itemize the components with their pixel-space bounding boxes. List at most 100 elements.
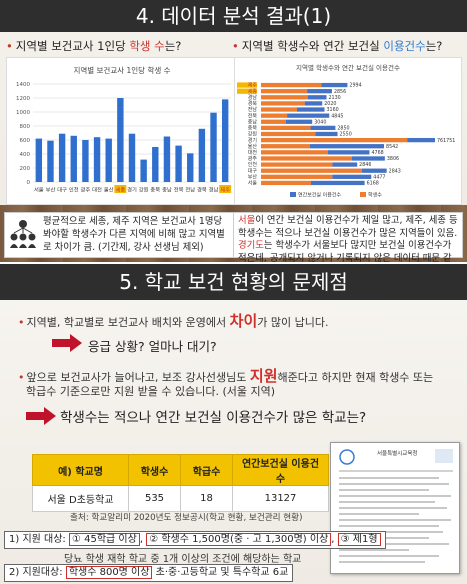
- table-header-row: 예) 학교명 학생수 학급수 연간보건실 이용건수: [32, 454, 329, 486]
- bar-students-울산: [261, 144, 310, 149]
- data-label: 3160: [327, 107, 339, 113]
- bar-visits-강원: [315, 131, 338, 137]
- bar-visits-울산: [309, 144, 385, 149]
- y-tick-highlight: [237, 88, 257, 94]
- bar-광주: [82, 140, 89, 182]
- y-tick-label: 대전: [248, 149, 258, 156]
- bar-students-세종: [261, 89, 308, 94]
- line-difference: • 지역별, 학교별로 보건교사 배치와 운영에서 차이가 많이 납니다.: [18, 312, 329, 330]
- bar-제주: [221, 99, 229, 182]
- y-tick-label: 전북: [248, 112, 258, 119]
- people-network-icon: [10, 220, 36, 248]
- left-heading: • 지역별 보건교사 1인당 학생 수는?: [6, 39, 182, 53]
- table-row: 서울 D초등학교 535 18 13127: [32, 485, 329, 512]
- bar-visits-전남: [297, 107, 325, 112]
- y-tick-highlight: [237, 82, 257, 88]
- line-question: 학생수는 적으나 연간 보건실 이용건수가 많은 학교는?: [60, 410, 367, 426]
- arrow-right-icon: [26, 407, 56, 425]
- table-cell: 13127: [232, 485, 329, 512]
- bar-students-충남: [261, 119, 286, 124]
- bar-students-부산: [261, 174, 333, 179]
- x-tick-label: 울산: [104, 186, 114, 194]
- y-tick-label: 전남: [248, 106, 258, 113]
- y-tick-label: 광주: [248, 155, 258, 162]
- line-support-1: • 앞으로 보건교사가 늘어나고, 보조 강사선생님도 지원해준다고 하지만 현재…: [18, 367, 434, 385]
- x-tick-label: 경남: [209, 186, 219, 194]
- table-cell: 535: [128, 485, 181, 512]
- data-label: 2846: [359, 162, 371, 168]
- emblem-icon: [339, 449, 355, 465]
- y-tick-label: 경남: [248, 94, 258, 101]
- y-tick-label: 1400: [16, 82, 30, 88]
- legend-label: 학생수: [368, 192, 382, 199]
- x-tick-label: 제주: [220, 186, 230, 194]
- bar-대구: [58, 133, 66, 182]
- document-thumbnail: 서울특별시교육청: [339, 449, 453, 563]
- note-right: 서울이 연간 보건실 이용건수가 제일 많고, 제주, 세종 등 학생수는 적으…: [233, 212, 463, 276]
- data-label: 2550: [340, 132, 352, 138]
- bar-visits-경기: [407, 137, 435, 143]
- arrow-right-icon: [52, 334, 82, 352]
- bar-충북: [152, 147, 159, 182]
- bar-visits-제주: [321, 82, 348, 88]
- bar-visits-서울: [310, 180, 365, 186]
- data-label: 4477: [373, 174, 385, 180]
- legend-swatch: [290, 192, 296, 197]
- logo-icon: [435, 449, 453, 463]
- doc-title: 서울특별시교육청: [377, 449, 417, 457]
- x-tick-label: 경북: [197, 187, 207, 194]
- y-tick-label: 인천: [248, 161, 258, 168]
- right-heading: • 지역별 학생수와 연간 보건실 이용건수는?: [232, 39, 443, 53]
- bar-visits-인천: [332, 162, 358, 167]
- table-cell: 18: [180, 485, 233, 512]
- y-tick-label: 충남: [248, 118, 258, 125]
- source-caption: 출처: 학교알리미 2020년도 정보공시(학교 현황, 보건관리 현황): [70, 513, 303, 523]
- bar-visits-경남: [307, 95, 327, 100]
- bar-visits-광주: [351, 156, 385, 161]
- bar-students-충북: [261, 125, 311, 131]
- x-tick-label: 광주: [81, 187, 91, 194]
- slide1-title: 4. 데이터 분석 결과(1): [0, 0, 467, 32]
- bar-visits-전북: [287, 113, 330, 118]
- bar-students-경북: [261, 101, 305, 106]
- x-tick-label: 부산: [46, 186, 56, 194]
- line-support-2: 학급수 기준으로만 지원 받을 수 있습니다. (서울 지역): [26, 385, 276, 398]
- bar-students-인천: [261, 162, 333, 167]
- data-label: 6168: [367, 181, 379, 187]
- bar-대전: [93, 137, 101, 182]
- table-header: 연간보건실 이용건수: [232, 454, 329, 486]
- data-label: 2843: [389, 168, 401, 174]
- bar-경기: [128, 133, 136, 182]
- bar-visits-충북: [310, 125, 336, 131]
- bar-전북: [175, 145, 182, 182]
- bar-visits-대전: [327, 150, 370, 155]
- table-header: 예) 학교명: [32, 454, 129, 486]
- criteria-line-1: 1) 지원 대상: ① 45학급 이상, ② 학생수 1,500명(중 · 고 …: [4, 531, 386, 549]
- data-label: 761751: [437, 138, 455, 144]
- bar-충남: [163, 136, 171, 182]
- bar-강원: [140, 159, 147, 182]
- bar-students-대전: [261, 150, 328, 155]
- data-label: 2020: [324, 101, 336, 107]
- bar-visits-부산: [332, 174, 372, 179]
- bar-visits-경북: [304, 101, 323, 106]
- x-tick-label: 인천: [69, 187, 79, 194]
- bullet-dot-icon: •: [6, 39, 13, 53]
- bar-students-제주: [261, 82, 322, 88]
- y-tick-label: 경북: [248, 100, 258, 107]
- y-tick-label: 경기: [248, 137, 257, 144]
- legend-swatch: [360, 192, 366, 197]
- data-label: 4768: [371, 150, 383, 156]
- bullet-dot-icon: •: [232, 39, 239, 53]
- bar-경북: [198, 128, 206, 182]
- y-tick-label: 200: [20, 166, 31, 172]
- data-label: 3806: [387, 156, 399, 162]
- y-tick-label: 세종: [248, 88, 258, 95]
- y-tick-label: 울산: [248, 143, 258, 150]
- y-tick-label: 1200: [16, 96, 30, 102]
- y-tick-label: 800: [20, 124, 31, 130]
- bar-visits-충남: [285, 119, 313, 124]
- chart-students-per-teacher: 지역별 보건교사 1인당 학생 수 0 200 400 600 800 1000 1200 14…: [6, 57, 238, 205]
- legend-label: 연간보건실 이용건수: [298, 192, 341, 199]
